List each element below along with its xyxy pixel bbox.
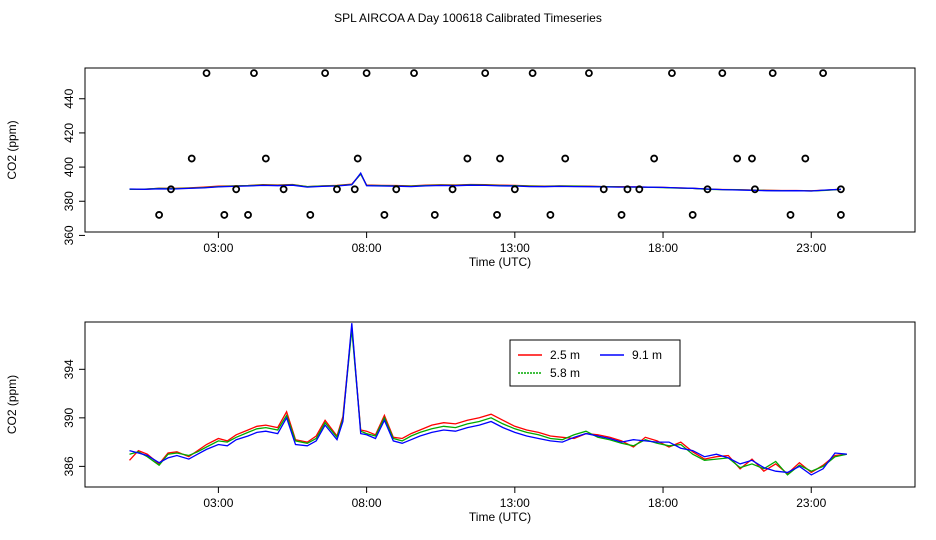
y-tick-label: 440 [62,88,76,108]
series-line-9-1-m [129,171,841,192]
cal-point [836,211,845,219]
cal-point [350,185,359,194]
series-line-2-5-m [129,326,847,475]
x-axis-label: Time (UTC) [469,255,531,269]
y-tick-label: 390 [62,408,76,428]
cal-point [261,154,270,163]
main-title: SPL AIRCOA A Day 100618 Calibrated Times… [334,11,602,25]
x-tick-label: 13:00 [500,241,530,255]
panel-bottom-zoomed: 03:00 08:00 13:00 18:00 23:00 386 390 394 Time (… [5,321,916,524]
legend-label: 2.5 m [550,348,580,362]
cal-point [463,154,472,163]
cal-point [493,211,501,219]
x-tick-label: 03:00 [203,496,233,510]
cal-point [187,154,196,163]
cal-point [751,185,759,194]
cal-point [392,185,401,194]
cal-point [220,211,229,219]
cal-point [786,211,795,219]
y-tick-label: 380 [62,191,76,211]
cal-point [232,185,241,194]
y-tick-label: 394 [62,359,76,379]
cal-point [617,211,626,219]
cal-point [748,154,756,163]
cal-point [668,69,676,78]
cal-point [819,69,828,78]
cal-point [306,211,315,219]
cal-point [688,211,697,219]
cal-point [321,69,330,78]
y-tick-label: 420 [62,123,76,143]
cal-point [510,185,519,194]
cal-point [430,211,439,219]
plot-frame [84,321,916,488]
x-tick-label: 23:00 [796,241,826,255]
x-tick-label: 03:00 [203,241,233,255]
cal-point [380,211,389,219]
plot-frame [84,67,916,233]
y-axis-label: CO2 (ppm) [5,120,19,179]
y-tick-label: 386 [62,456,76,476]
series-line-5-8-m [129,172,841,192]
series-line-2-5-m [129,172,841,192]
y-tick-label: 400 [62,157,76,177]
cal-point [733,154,742,163]
cal-point [585,69,593,78]
cal-point [768,69,777,78]
cal-point [167,185,175,194]
cal-point [333,185,341,194]
cal-point [623,185,632,194]
legend: 2.5 m 5.8 m 9.1 m [509,339,681,387]
series-line-5-8-m [129,329,847,476]
cal-point [244,211,252,219]
cal-point [635,185,644,194]
x-tick-label: 13:00 [500,496,530,510]
cal-point [362,69,371,78]
cal-point [546,211,555,219]
cal-point [496,154,504,163]
x-tick-label: 18:00 [648,241,678,255]
cal-point [703,185,712,194]
legend-label: 5.8 m [550,366,580,380]
data-layer [129,323,847,476]
x-tick-label: 23:00 [796,496,826,510]
legend-label: 9.1 m [632,348,662,362]
cal-point [155,211,164,219]
x-tick-label: 08:00 [352,496,382,510]
data-layer [129,69,845,219]
x-tick-label: 08:00 [352,241,382,255]
cal-point [202,69,211,78]
cal-point [250,69,258,78]
y-tick-label: 360 [62,225,76,245]
cal-point [718,69,727,78]
cal-point [561,154,570,163]
y-axis-label: CO2 (ppm) [5,375,19,434]
cal-point [481,69,490,78]
panel-top-calibrated: 03:00 08:00 13:00 18:00 23:00 360 380 400 420 440… [5,67,916,269]
cal-point [448,185,457,194]
cal-point [801,154,810,163]
series-line-9-1-m [129,323,847,476]
cal-point [279,185,288,194]
cal-point [353,154,362,163]
cal-point [410,69,418,78]
cal-point [650,154,659,163]
legend-box [509,339,681,387]
cal-point [836,185,845,194]
cal-point [528,69,537,78]
cal-point [599,185,608,194]
x-tick-label: 18:00 [648,496,678,510]
x-axis-label: Time (UTC) [469,510,531,524]
